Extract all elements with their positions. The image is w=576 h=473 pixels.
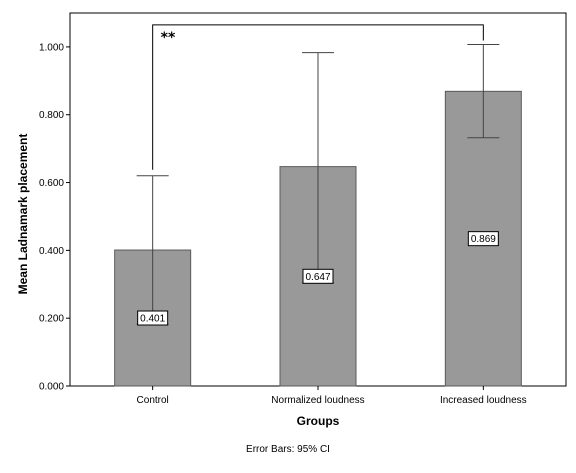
- significance-marker: **: [161, 30, 176, 46]
- data-label-box: [137, 310, 169, 326]
- data-label: 0.401: [140, 314, 165, 325]
- x-axis-title: Groups: [297, 414, 340, 428]
- data-label: 0.869: [471, 234, 496, 245]
- y-tick-label: 0.800: [39, 110, 64, 121]
- x-tick-label: Control: [137, 395, 169, 406]
- y-tick-label: 0.200: [39, 314, 64, 325]
- x-tick-label: Increased loudness: [440, 395, 527, 406]
- x-tick-label: Normalized loudness: [271, 395, 364, 406]
- y-tick-label: 1.000: [39, 42, 64, 53]
- data-label-box: [467, 231, 499, 247]
- significance-bracket: **: [152, 24, 484, 170]
- y-tick-label: 0.000: [39, 382, 64, 393]
- y-tick-label: 0.400: [39, 246, 64, 257]
- data-label-box: [302, 268, 334, 284]
- error-bars-footnote: Error Bars: 95% CI: [246, 444, 330, 455]
- data-labels: 0.401 0.647 0.869: [137, 231, 499, 326]
- significance-line: [152, 24, 484, 170]
- x-axis-labels: Control Normalized loudness Increased loud…: [137, 386, 527, 406]
- y-axis-title: Mean Ladnamark placement: [16, 134, 30, 295]
- data-label: 0.647: [305, 272, 330, 283]
- y-tick-label: 0.600: [39, 178, 64, 189]
- y-axis-ticks: 0.000 0.200 0.400 0.600 0.800 1.000: [39, 42, 70, 393]
